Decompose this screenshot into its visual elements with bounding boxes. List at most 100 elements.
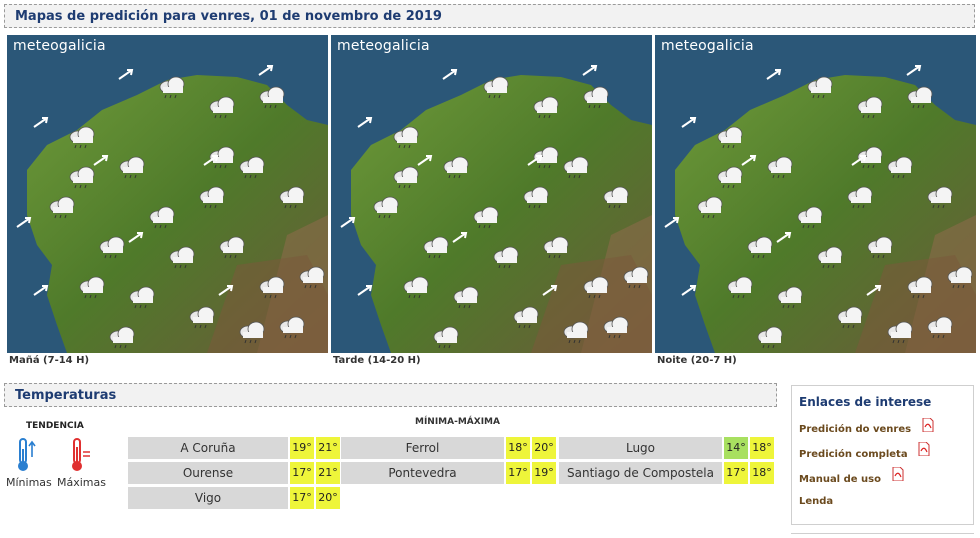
link-predicion-completa[interactable]: Predición completa [799,449,908,460]
rain-cloud-icon [581,275,611,299]
rain-cloud-icon [491,245,521,269]
city-santiago-de-compostela: Santiago de Compostela [559,462,722,484]
rain-cloud-icon [531,95,561,119]
rain-cloud-icon [885,320,915,344]
rain-cloud-icon [885,155,915,179]
wind-arrow-icon [775,230,793,244]
max-temp: 18° [750,437,774,459]
rain-cloud-icon [107,325,137,349]
pdf-icon[interactable] [922,418,934,432]
pdf-icon[interactable] [892,467,904,481]
wind-arrow-icon [32,115,50,129]
wind-arrow-icon [356,283,374,297]
rain-cloud-icon [47,195,77,219]
wind-arrow-icon [581,63,599,77]
wind-arrow-icon [356,115,374,129]
rain-cloud-icon [97,235,127,259]
city-pontevedra: Pontevedra [341,462,504,484]
temperatures-header: Temperaturas [4,383,777,407]
rain-cloud-icon [421,235,451,259]
rain-cloud-icon [401,275,431,299]
map-label-night: Noite (20-7 H) [657,355,737,366]
wind-arrow-icon [32,283,50,297]
rain-cloud-icon [431,325,461,349]
tendencia-min-label: Mínimas [6,476,52,489]
map-label-afternoon: Tarde (14-20 H) [333,355,421,366]
rain-cloud-icon [277,315,307,339]
rain-cloud-icon [297,265,327,289]
rain-cloud-icon [581,85,611,109]
wind-arrow-icon [117,67,135,81]
map-night[interactable]: meteogalicia [655,35,976,353]
link-predicion-venres[interactable]: Predición do venres [799,424,912,435]
link-manual-uso[interactable]: Manual de uso [799,474,881,485]
divider [791,533,974,534]
rain-cloud-icon [521,185,551,209]
rain-cloud-icon [511,305,541,329]
min-temp: 14° [724,437,748,459]
min-temp: 17° [290,487,314,509]
rain-cloud-icon [471,205,501,229]
thermometer-min-icon [18,438,36,471]
rain-cloud-icon [127,285,157,309]
wind-arrow-icon [680,283,698,297]
rain-cloud-icon [371,195,401,219]
rain-cloud-icon [67,165,97,189]
rain-cloud-icon [531,145,561,169]
wind-arrow-icon [257,63,275,77]
city-lugo: Lugo [559,437,722,459]
rain-cloud-icon [441,155,471,179]
thermometer-max-icon [72,438,90,471]
rain-cloud-icon [925,185,955,209]
rain-cloud-icon [755,325,785,349]
max-temp: 20° [532,437,556,459]
wind-arrow-icon [451,230,469,244]
rain-cloud-icon [855,145,885,169]
wind-arrow-icon [217,283,235,297]
min-temp: 18° [506,437,530,459]
maps-title: Mapas de predición para venres, 01 de no… [15,9,442,24]
map-label-morning: Mañá (7-14 H) [9,355,90,366]
brand-logo: meteogalicia [661,38,754,54]
rain-cloud-icon [845,185,875,209]
tendencia-title: TENDENCIA [26,421,84,431]
rain-cloud-icon [905,275,935,299]
rain-cloud-icon [197,185,227,209]
rain-cloud-icon [147,205,177,229]
rain-cloud-icon [725,275,755,299]
rain-cloud-icon [715,165,745,189]
wind-arrow-icon [850,153,868,167]
wind-arrow-icon [663,215,681,229]
pdf-icon[interactable] [918,442,930,456]
tendencia-max-label: Máximas [57,476,106,489]
rain-cloud-icon [601,185,631,209]
max-temp: 21° [316,462,340,484]
rain-cloud-icon [391,125,421,149]
min-temp: 17° [290,462,314,484]
city-ferrol: Ferrol [341,437,504,459]
rain-cloud-icon [865,235,895,259]
max-temp: 20° [316,487,340,509]
max-temp: 21° [316,437,340,459]
rain-cloud-icon [157,75,187,99]
rain-cloud-icon [237,155,267,179]
city-ourense: Ourense [128,462,288,484]
map-morning[interactable]: meteogalicia [7,35,328,353]
wind-arrow-icon [339,215,357,229]
brand-logo: meteogalicia [337,38,430,54]
max-temp: 18° [750,462,774,484]
wind-arrow-icon [541,283,559,297]
rain-cloud-icon [601,315,631,339]
rain-cloud-icon [481,75,511,99]
rain-cloud-icon [187,305,217,329]
rain-cloud-icon [167,245,197,269]
rain-cloud-icon [207,95,237,119]
map-afternoon[interactable]: meteogalicia [331,35,652,353]
rain-cloud-icon [835,305,865,329]
wind-arrow-icon [765,67,783,81]
rain-cloud-icon [391,165,421,189]
rain-cloud-icon [451,285,481,309]
link-lenda[interactable]: Lenda [799,496,834,507]
rain-cloud-icon [257,85,287,109]
wind-arrow-icon [202,153,220,167]
